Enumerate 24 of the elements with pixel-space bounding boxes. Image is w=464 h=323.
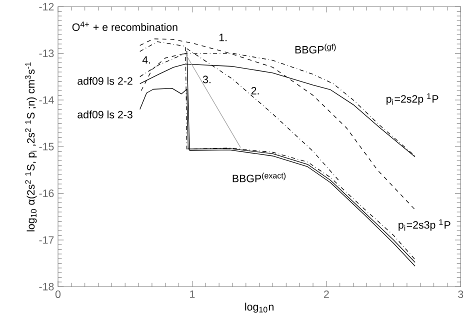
y-tick-label: -17 <box>39 236 54 244</box>
y-tick-label: -15 <box>39 142 54 150</box>
text: O$^{4+}$ + e recombination <box>72 22 178 31</box>
x-tick-label: 2 <box>324 290 329 298</box>
x-tick-label: 0 <box>55 290 61 298</box>
annotation: 2. <box>251 86 259 94</box>
y-tick-label: -14 <box>39 96 54 104</box>
annotation: p$_{i}$=2s2p $^{1}$P <box>386 93 438 105</box>
annotation: adf09 ls 2-2 <box>78 76 132 85</box>
y-tick-label: -16 <box>39 190 54 198</box>
text: log$_{10}$ α(2s$^{2 1}$S, p$_{i}$ ,2s$^{2 1}$S ;n) cm$^{3}$s$^{-1}$ <box>25 62 37 232</box>
annotation: 1. <box>219 34 227 42</box>
y-tick-label: -18 <box>39 282 54 290</box>
annotation: 3. <box>202 76 210 84</box>
x-tick-label: 3 <box>458 290 464 298</box>
annotation: BBGP$^{(exact)}$ <box>232 172 286 182</box>
y-tick-label: -12 <box>39 2 54 10</box>
annotation: p$_{i}$=2s3p $^{1}$P <box>398 219 450 231</box>
annotation: BBGP$^{(gf)}$ <box>295 44 336 54</box>
annotation: 4. <box>142 56 150 64</box>
y-tick-label: -13 <box>39 50 54 58</box>
x-tick-label: 1 <box>190 290 195 298</box>
annotation: adf09 ls 2-3 <box>78 110 132 118</box>
x-axis-title: log$_{10}$n <box>245 302 274 313</box>
